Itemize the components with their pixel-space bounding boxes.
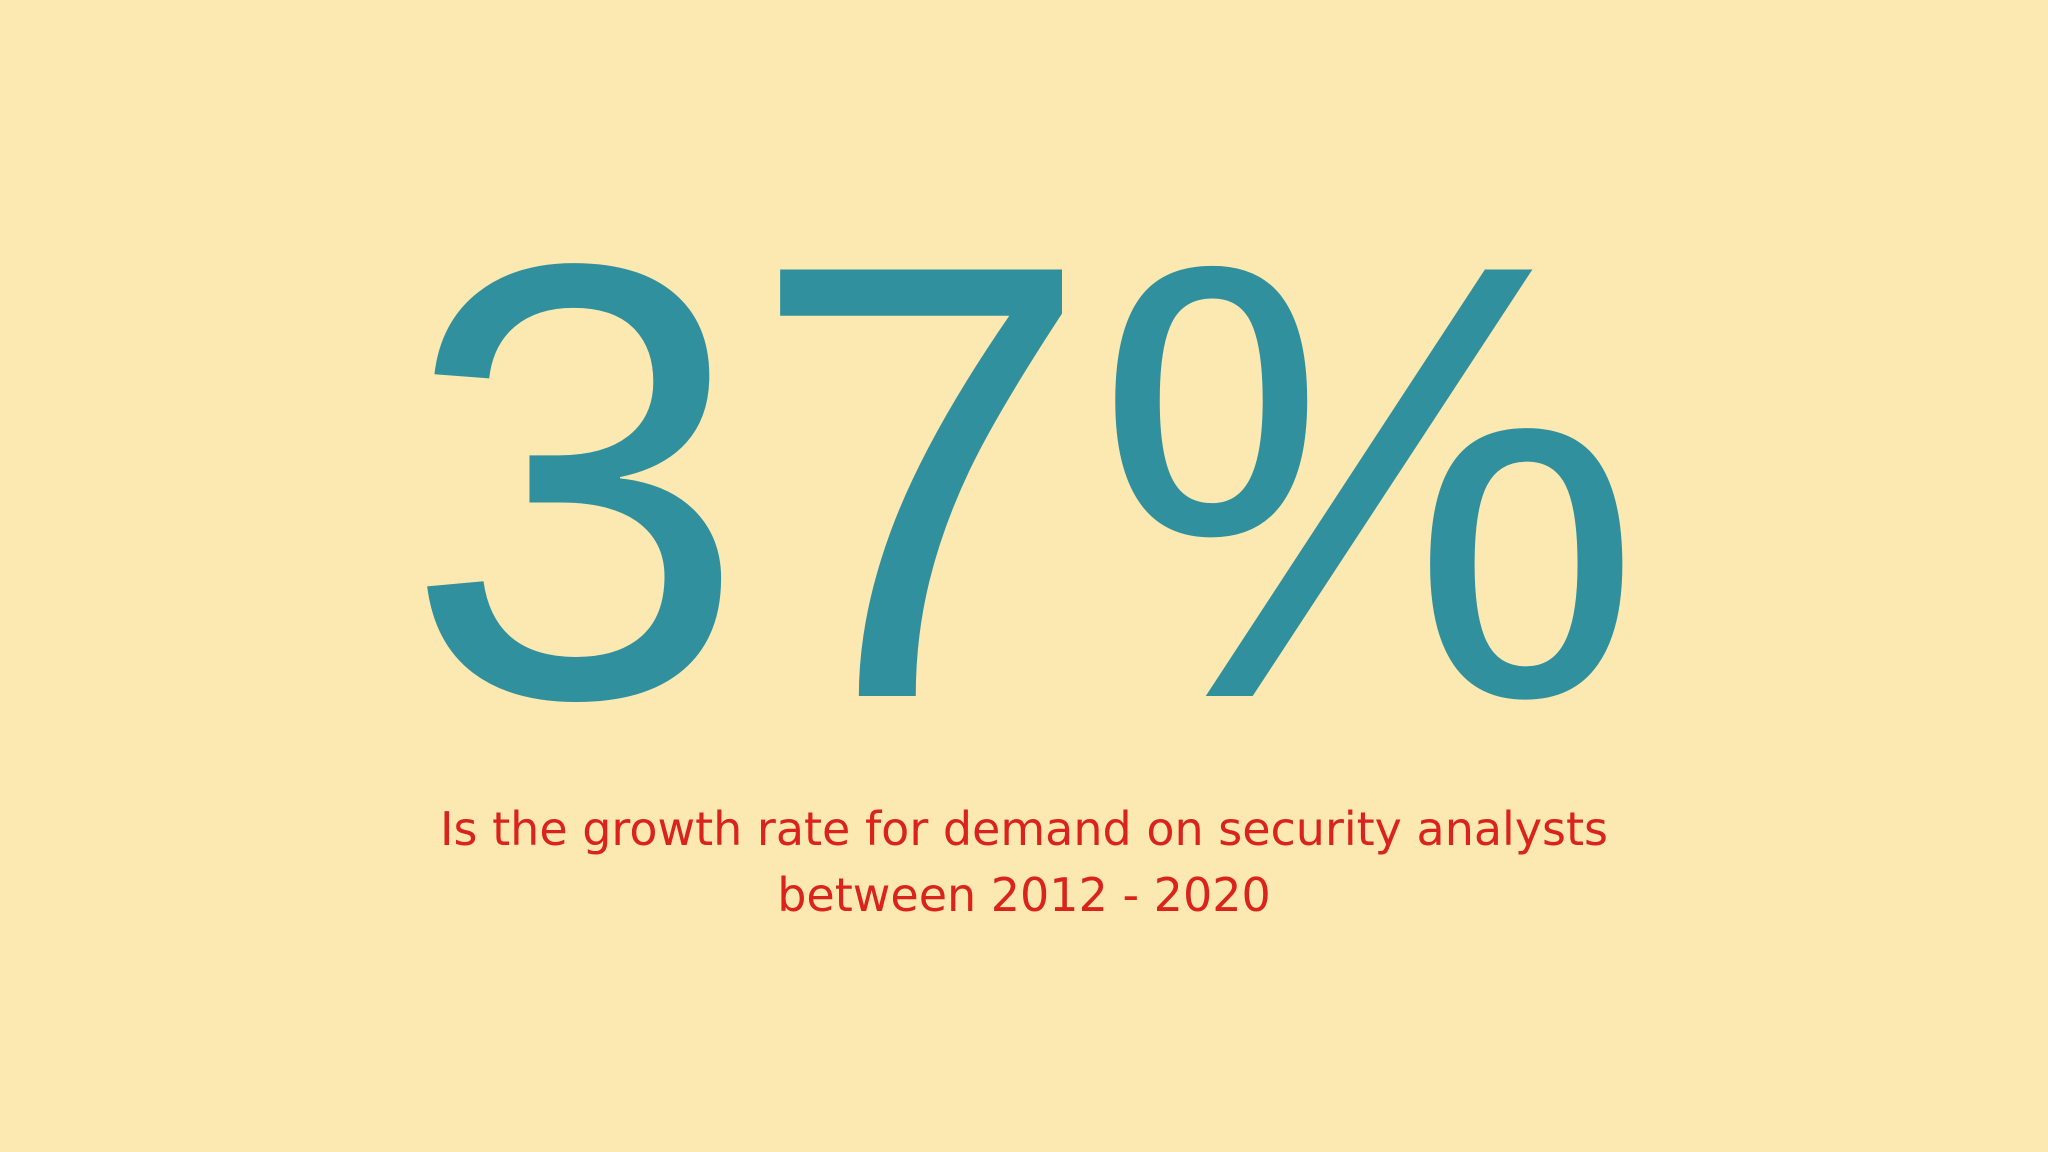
caption-line-1: Is the growth rate for demand on securit…: [439, 802, 1609, 856]
stat-caption: Is the growth rate for demand on securit…: [0, 796, 2048, 928]
stat-percentage: 37%: [403, 136, 1645, 828]
caption-line-2: between 2012 - 2020: [777, 868, 1271, 922]
